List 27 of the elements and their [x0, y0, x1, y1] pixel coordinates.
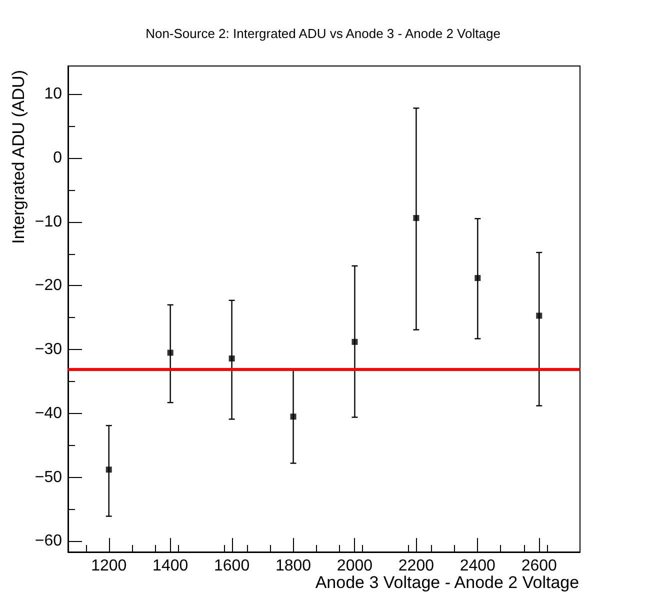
- point: [474, 275, 481, 282]
- x-tick-label: 1600: [214, 558, 250, 574]
- point: [413, 214, 420, 221]
- y-tick-label: 10: [44, 86, 62, 103]
- chart-title: Non-Source 2: Intergrated ADU vs Anode 3 - Anode 2 Voltage: [146, 26, 500, 41]
- y-tick-label: −50: [34, 468, 62, 486]
- y-tick-label: −40: [34, 404, 62, 422]
- x-axis-title: Anode 3 Voltage - Anode 2 Voltage: [315, 573, 580, 592]
- y-tick-label: −60: [34, 532, 62, 550]
- x-tick-label: 2600: [521, 558, 558, 574]
- point: [228, 355, 235, 362]
- x-tick-label: 1400: [152, 558, 188, 574]
- point: [290, 414, 296, 420]
- point: [167, 350, 174, 356]
- point: [536, 312, 542, 319]
- x-tick-label: 2000: [336, 558, 373, 574]
- point: [106, 466, 112, 473]
- point: [352, 338, 358, 345]
- y-tick-label: −20: [34, 277, 62, 294]
- y-tick-label: −30: [34, 341, 62, 358]
- x-tick-label: 1200: [91, 558, 127, 574]
- x-tick-label: 2200: [398, 558, 434, 574]
- y-tick-label: 0: [53, 149, 62, 166]
- x-tick-label: 2400: [460, 558, 496, 574]
- y-tick-label: −10: [34, 213, 62, 230]
- x-tick-label: 1800: [275, 558, 312, 574]
- y-axis-title: Intergrated ADU (ADU): [9, 70, 28, 244]
